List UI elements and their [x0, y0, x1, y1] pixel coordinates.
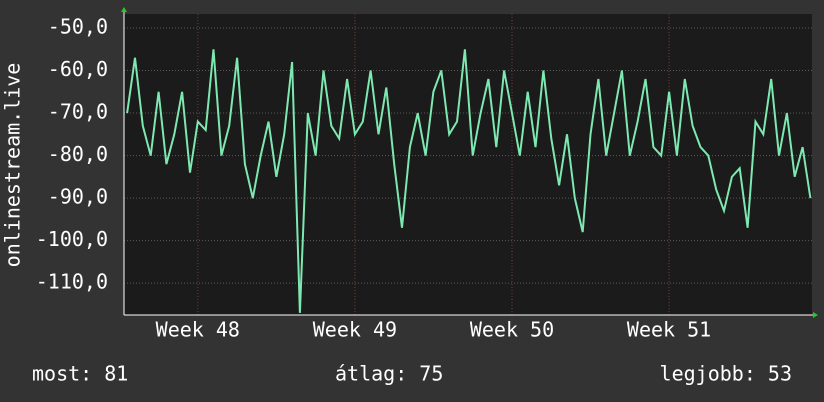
y-tick-label: -110,0: [36, 270, 108, 294]
x-arrow: [813, 312, 818, 318]
y-axis-label: onlinestream.live: [1, 63, 25, 268]
x-tick-label: Week 48: [156, 318, 240, 342]
footer-current: most: 81: [32, 362, 128, 386]
footer-best: legjobb: 53: [660, 362, 792, 386]
y-tick-label: -70,0: [48, 100, 108, 124]
y-tick-label: -60,0: [48, 57, 108, 81]
x-tick-label: Week 49: [313, 318, 397, 342]
y-tick-label: -90,0: [48, 185, 108, 209]
y-tick-label: -100,0: [36, 227, 108, 251]
x-tick-label: Week 51: [627, 318, 711, 342]
plot-area: [124, 14, 812, 315]
y-tick-label: -50,0: [48, 15, 108, 39]
y-tick-label: -80,0: [48, 142, 108, 166]
y-arrow: [121, 7, 127, 12]
data-line: [126, 49, 812, 313]
footer-average: átlag: 75: [335, 362, 443, 386]
x-tick-label: Week 50: [470, 318, 554, 342]
